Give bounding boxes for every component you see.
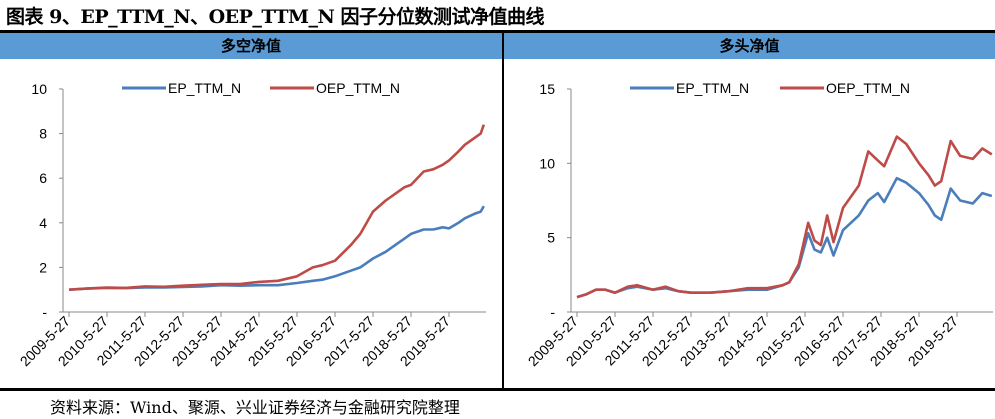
right-panel-header: 多头净值: [504, 33, 995, 59]
series-line-ep-ttm-n: [576, 176, 993, 299]
left-panel-header: 多空净值: [0, 33, 502, 59]
long-only-chart: -510152009-5-272010-5-272011-5-272012-5-…: [525, 80, 993, 369]
series-line-oep-ttm-n: [576, 135, 993, 299]
long-short-chart: -2468102009-5-272010-5-272011-5-272012-5…: [17, 80, 486, 369]
legend-label: EP_TTM_N: [676, 80, 749, 96]
series-line-oep-ttm-n: [68, 124, 486, 291]
source-note: 资料来源：Wind、聚源、兴业证券经济与金融研究院整理: [50, 398, 460, 417]
figure-title: 图表 9、EP_TTM_N、OEP_TTM_N 因子分位数测试净值曲线: [6, 6, 545, 28]
y-tick-label: 4: [39, 215, 47, 231]
top-rule: [0, 30, 995, 33]
y-tick-label: -: [42, 304, 47, 320]
bottom-rule: [0, 388, 995, 391]
legend-label: OEP_TTM_N: [316, 80, 400, 96]
series-line-ep-ttm-n: [68, 205, 485, 291]
y-tick-label: 2: [39, 259, 47, 275]
y-tick-label: 8: [39, 126, 47, 142]
y-tick-label: 6: [39, 170, 47, 186]
legend-label: EP_TTM_N: [168, 80, 241, 96]
y-tick-label: 10: [31, 81, 47, 97]
legend-label: OEP_TTM_N: [826, 80, 910, 96]
y-tick-label: 10: [539, 155, 555, 171]
panel-divider: [502, 33, 504, 389]
y-tick-label: 5: [547, 230, 555, 246]
y-tick-label: 15: [539, 81, 555, 97]
y-tick-label: -: [550, 304, 555, 320]
